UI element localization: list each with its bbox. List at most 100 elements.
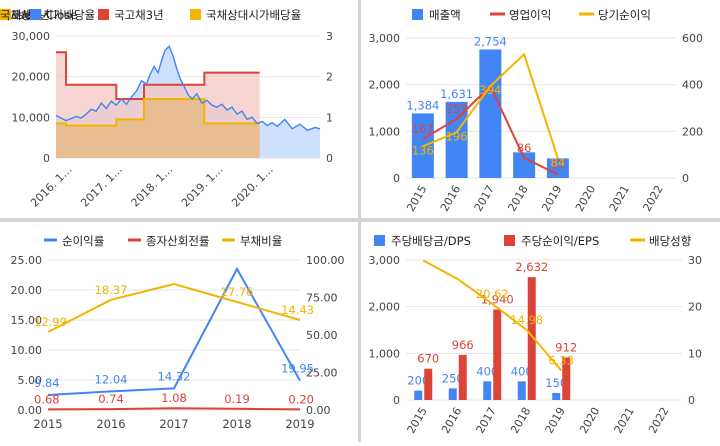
y-left-tick-label: 20.00: [11, 284, 43, 297]
legend-label-2: 당기순이익: [598, 8, 651, 22]
y-right-tick-label: 200: [682, 125, 703, 138]
net-margin-label: 9.84: [34, 376, 60, 390]
x-tick-label: 2017. 1…: [78, 163, 125, 210]
eps-bar: [424, 368, 433, 400]
legend-label-0: Close: [46, 8, 77, 22]
y-right-tick-label: 2: [326, 71, 333, 84]
dps-bar-label: 250: [442, 371, 464, 385]
x-tick-label: 2020. 1…: [229, 163, 276, 210]
net-margin-line: [47, 266, 301, 396]
y-right-tick-label: 25.00: [306, 367, 338, 380]
y-left-tick-label: 30,000: [12, 30, 51, 43]
x-tick-label: 2016: [438, 183, 463, 214]
payout-ratio-label: 20.62: [476, 287, 509, 301]
eps-bar-label: 966: [452, 338, 474, 352]
x-tick-label: 2018. 1…: [129, 163, 176, 210]
legend-label-0: 주당배당금/DPS: [391, 234, 471, 248]
x-tick-label: 2019: [543, 405, 568, 436]
operating-profit-label: 86: [517, 141, 532, 155]
sales-bar-label: 1,631: [440, 87, 473, 101]
dps-bar: [448, 388, 457, 400]
x-tick-label: 2020: [573, 183, 598, 214]
legend-label-0: 순이익률: [62, 234, 104, 248]
legend-swatch-0: [374, 235, 385, 246]
eps-bar: [493, 309, 502, 400]
y-right-tick-label: 0: [688, 394, 695, 407]
x-tick-label: 2022: [640, 183, 665, 214]
eps-bar: [562, 357, 571, 400]
y-right-tick-label: 600: [682, 32, 703, 45]
sales-bar: [513, 152, 536, 178]
net-margin-label: 14.32: [158, 369, 191, 383]
dividend-yield-line: [56, 98, 260, 127]
dividend-yield-area: [56, 99, 260, 158]
dividend-chart: 주당배당금/DPS 주당순이익/EPS 배당성향 0 1,000 2,000 3,000 0 1…: [369, 234, 703, 436]
debt-ratio-label: 17.76: [221, 285, 254, 299]
dps-bar-label: 400: [511, 364, 533, 378]
legend-label-1: 종자산회전률: [146, 234, 209, 248]
x-tick-label: 2021: [607, 183, 632, 214]
x-tick-label: 2018: [508, 405, 533, 436]
y-left-tick-label: 3,000: [369, 32, 401, 45]
payout-ratio-label: 6.33: [548, 353, 574, 367]
legend-swatch-2: [0, 9, 11, 20]
y-right-tick-label: 50.00: [306, 329, 338, 342]
asset-turnover-line: [47, 407, 301, 411]
y-right-tick-label: 30: [688, 254, 702, 267]
eps-bar-label: 670: [417, 352, 439, 366]
y-right-tick-label: 3: [326, 30, 333, 43]
ratio-chart: 순이익률 종자산회전률 부채비율 0.00 5.00 10.00 15.00 20.00 25.…: [11, 234, 345, 431]
debt-ratio-label: 12.99: [34, 315, 67, 329]
legend-label-1: 영업이익: [509, 8, 551, 22]
operating-profit-label: 167: [412, 122, 434, 136]
legend-swatch-0: [412, 9, 423, 20]
asset-turnover-label: 0.74: [98, 392, 124, 406]
x-tick-label: 2021: [612, 405, 637, 436]
dividend-chart-panel: 주당배당금/DPS 주당순이익/EPS 배당성향 0 1,000 2,000 3,000 0 1…: [364, 226, 720, 442]
x-tick-label: 2016. 1…: [28, 163, 75, 210]
net-margin-label: 19.95: [281, 362, 314, 376]
y-left-tick-label: 25.00: [11, 254, 43, 267]
net-income-label: 196: [446, 129, 468, 143]
eps-bar: [458, 354, 467, 400]
legend-label-0: 매출액: [429, 8, 461, 22]
x-tick-label: 2017: [159, 417, 188, 431]
net-income-line: [422, 52, 559, 159]
legend-swatch-2: [190, 9, 201, 20]
horizontal-divider: [0, 218, 720, 222]
sales-bar: [479, 49, 502, 179]
payout-ratio-line: [422, 259, 563, 372]
asset-turnover-label: 0.68: [34, 392, 60, 406]
eps-bar-label: 912: [555, 340, 577, 354]
sales-bar: [445, 101, 468, 178]
dps-bar: [414, 390, 423, 400]
debt-ratio-line: [47, 282, 301, 333]
y-right-tick-label: 20: [688, 301, 702, 314]
legend-label-2: 부채비율: [240, 234, 282, 248]
x-tick-label: 2018: [222, 417, 251, 431]
net-income-label: 84: [551, 155, 566, 169]
dps-bar-label: 150: [545, 376, 567, 390]
y-right-tick-label: 0: [682, 172, 689, 185]
ratio-chart-panel: 순이익률 종자산회전률 부채비율 0.00 5.00 10.00 15.00 20.00 25.…: [0, 226, 356, 442]
y-left-tick-label: 1,000: [369, 125, 401, 138]
y-left-tick-label: 10,000: [12, 111, 51, 124]
legend-label-2: 배당성향: [649, 234, 692, 248]
legend-swatch-1: [504, 235, 515, 246]
y-right-tick-label: 0: [326, 152, 333, 165]
x-tick-label: 2016: [96, 417, 125, 431]
y-left-tick-label: 3,000: [369, 254, 401, 267]
y-right-tick-label: 75.00: [306, 292, 338, 305]
y-left-tick-label: 2,000: [369, 301, 401, 314]
y-left-tick-label: 20,000: [12, 71, 51, 84]
y-right-tick-label: 400: [682, 79, 703, 92]
y-left-tick-label: 0: [393, 394, 400, 407]
net-margin-label: 12.04: [95, 372, 128, 386]
operating-profit-label: 253: [446, 102, 468, 116]
payout-ratio-label: 14.98: [510, 313, 543, 327]
x-tick-label: 2022: [646, 405, 671, 436]
legend-swatch-0: [30, 9, 41, 20]
x-tick-label: 2019: [285, 417, 314, 431]
legend-label-1: 주당순이익/EPS: [521, 234, 599, 248]
